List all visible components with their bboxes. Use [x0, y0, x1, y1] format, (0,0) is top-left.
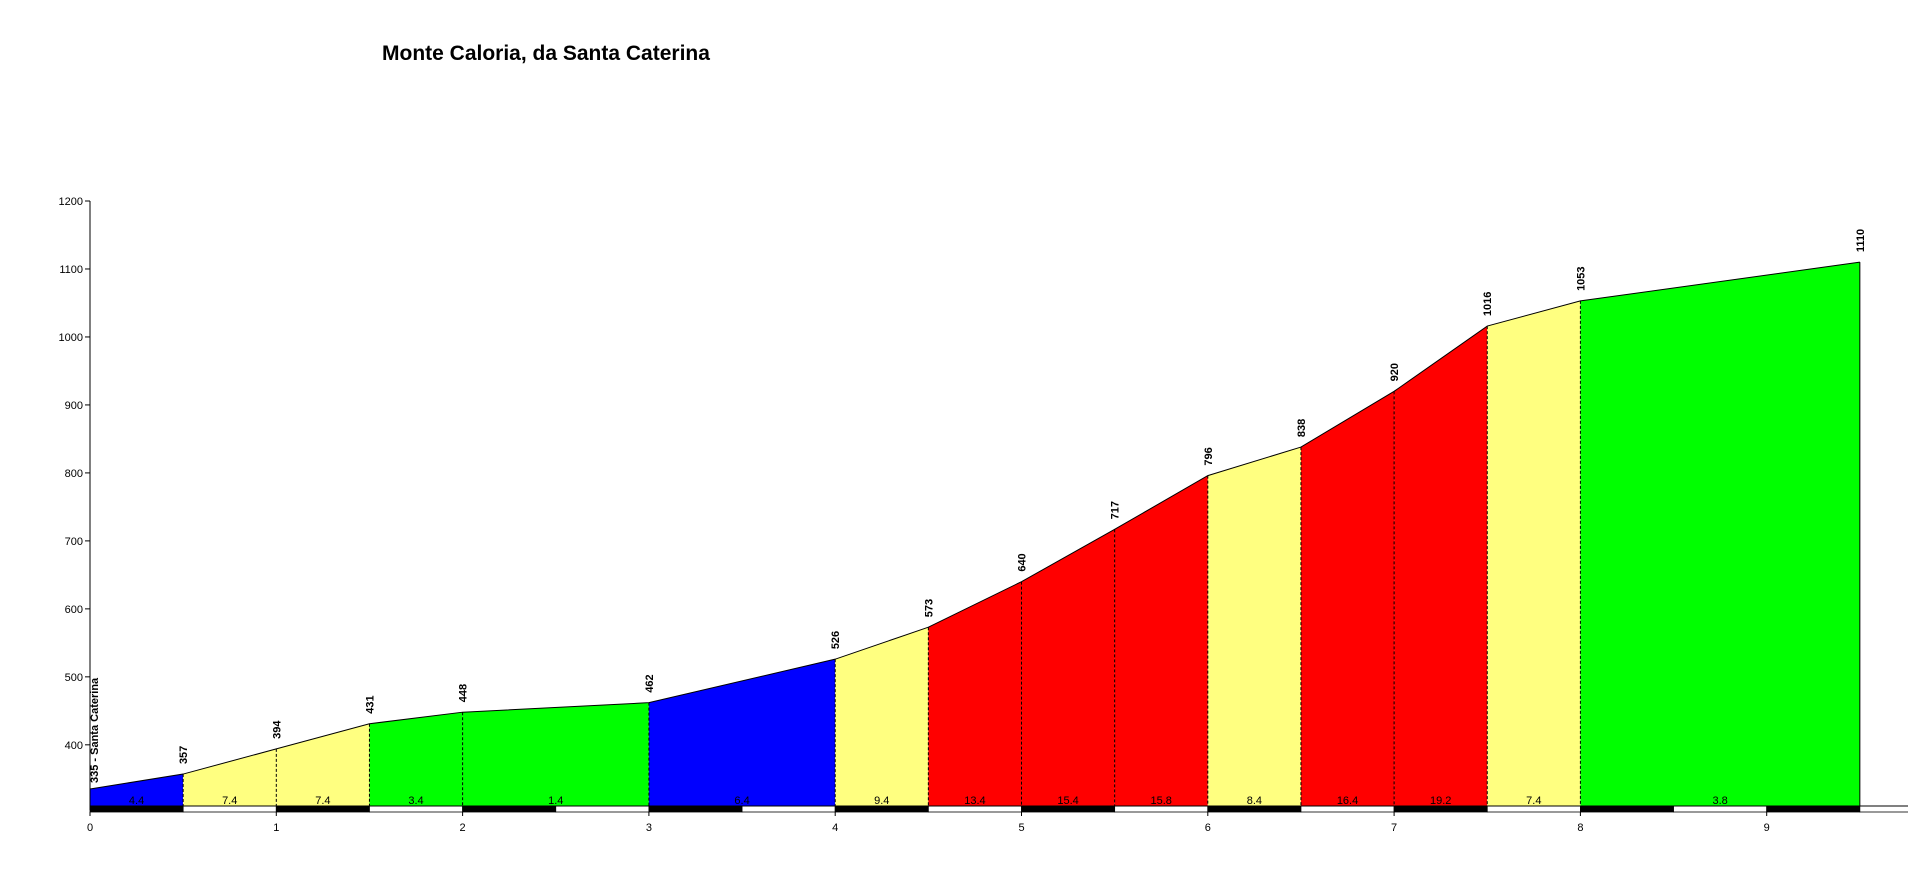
distance-bar-cell	[1021, 805, 1116, 813]
distance-bar-cell	[741, 805, 836, 813]
y-tick-label: 600	[65, 604, 83, 616]
altitude-label: 920	[1389, 363, 1401, 381]
profile-segment	[276, 723, 370, 806]
altitude-label: 573	[923, 599, 935, 617]
x-tick-label: 7	[1391, 822, 1397, 834]
gradient-label: 9.4	[874, 795, 889, 807]
altitude-label: 526	[830, 631, 842, 649]
distance-bar-cell	[1300, 805, 1395, 813]
distance-bar-cell	[1207, 805, 1302, 813]
profile-segment	[1300, 391, 1395, 806]
altitude-label: 394	[271, 720, 283, 739]
distance-bar-cell	[275, 805, 370, 813]
gradient-label: 13.4	[964, 795, 985, 807]
profile-segment	[928, 581, 1022, 806]
x-tick-label: 2	[460, 822, 466, 834]
gradient-label: 7.4	[315, 795, 330, 807]
profile-segment	[835, 627, 929, 806]
altitude-label: 1053	[1575, 266, 1587, 290]
start-label: 335 - Santa Caterina	[89, 677, 101, 783]
gradient-label: 3.4	[408, 795, 423, 807]
x-tick-label: 4	[832, 822, 838, 834]
x-tick-label: 3	[646, 822, 652, 834]
gradient-label: 8.4	[1247, 795, 1262, 807]
altitude-label: 640	[1017, 553, 1029, 571]
altitude-label: 357	[178, 746, 190, 764]
chart-title: Monte Caloria, da Santa Caterina	[382, 42, 710, 65]
gradient-label: 19.2	[1430, 795, 1451, 807]
profile-segment	[648, 659, 836, 806]
gradient-label: 7.4	[1526, 795, 1541, 807]
distance-bar-cell	[927, 805, 1022, 813]
distance-bar-cell	[834, 805, 929, 813]
altitude-label: 1016	[1482, 292, 1494, 316]
distance-bar-cell	[1580, 805, 1674, 813]
distance-bar-cell	[1859, 805, 1908, 813]
y-tick-label: 900	[65, 400, 83, 412]
profile-line	[89, 261, 1860, 790]
gradient-label: 4.4	[129, 795, 144, 807]
y-tick-label: 1200	[59, 196, 83, 208]
distance-bar-cell	[1673, 805, 1768, 813]
profile-segment	[462, 702, 649, 806]
profile-segment	[1114, 475, 1208, 806]
x-tick-label: 0	[87, 822, 93, 834]
profile-segment	[369, 712, 463, 806]
profile-segment	[1580, 262, 1860, 806]
profile-segment	[1394, 326, 1488, 806]
distance-bar-cell	[1486, 805, 1581, 813]
altitude-label: 462	[644, 674, 656, 692]
distance-bar-cell	[555, 805, 650, 813]
gradient-label: 3.8	[1712, 795, 1727, 807]
gradient-label: 1.4	[548, 795, 563, 807]
x-tick-label: 1	[273, 822, 279, 834]
altitude-label: 1110	[1855, 229, 1867, 252]
distance-bar-cell	[1766, 805, 1861, 813]
profile-segment	[1021, 529, 1115, 806]
x-tick-label: 6	[1205, 822, 1211, 834]
altitude-label: 838	[1296, 419, 1308, 437]
gradient-label: 7.4	[222, 795, 237, 807]
y-tick-label: 1100	[59, 264, 83, 276]
profile-segment	[90, 774, 184, 806]
y-tick-label: 500	[65, 672, 83, 684]
y-tick-label: 800	[65, 468, 83, 480]
distance-bar-cell	[1114, 805, 1209, 813]
y-tick-label: 400	[65, 740, 83, 752]
altitude-label: 448	[458, 684, 470, 702]
distance-bar-cell	[648, 805, 743, 813]
x-tick-label: 8	[1577, 822, 1583, 834]
altitude-label: 431	[364, 695, 376, 713]
gradient-label: 6.4	[734, 795, 749, 807]
distance-bar-cell	[89, 805, 184, 813]
distance-bar-cell	[462, 805, 557, 813]
profile-segment	[1207, 447, 1301, 806]
altitude-label: 796	[1203, 447, 1215, 465]
gradient-label: 16.4	[1337, 795, 1358, 807]
x-tick-label: 9	[1764, 822, 1770, 834]
altitude-label: 717	[1110, 501, 1122, 519]
gradient-label: 15.4	[1057, 795, 1078, 807]
profile-segment	[1487, 300, 1581, 806]
distance-bar-cell	[182, 805, 277, 813]
distance-bar-cell	[1393, 805, 1488, 813]
profile-segment	[183, 748, 277, 806]
distance-bar-cell	[369, 805, 464, 813]
y-tick-label: 1000	[59, 332, 83, 344]
gradient-label: 15.8	[1151, 795, 1172, 807]
y-tick-label: 700	[65, 536, 83, 548]
x-tick-label: 5	[1018, 822, 1024, 834]
